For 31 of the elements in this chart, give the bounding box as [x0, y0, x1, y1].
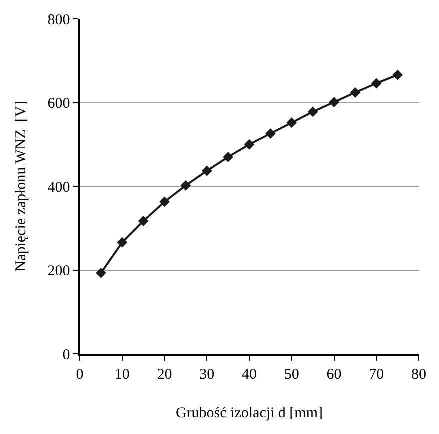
x-tick-label: 0: [76, 366, 84, 383]
point: [308, 106, 318, 118]
x-tick-label: 20: [157, 366, 172, 383]
x-axis-title: Grubość izolacji d [mm]: [176, 405, 324, 422]
point: [286, 118, 298, 128]
y-tick-label: 400: [48, 180, 70, 196]
y-axis-title: Napięcie zapłonu WNZ [V]: [14, 101, 30, 272]
x-tick-label: 40: [242, 366, 257, 383]
x-tick-label: 60: [326, 366, 342, 383]
point: [265, 128, 276, 139]
point: [202, 166, 212, 176]
point: [350, 88, 361, 98]
point: [371, 78, 382, 89]
x-tick-label: 10: [114, 366, 130, 383]
y-tick-label: 200: [48, 264, 70, 280]
x-tick-label: 50: [284, 366, 300, 383]
x-tick-label: 30: [200, 366, 215, 383]
point: [180, 180, 192, 191]
point: [96, 268, 106, 278]
x-tick-label: 80: [412, 366, 426, 383]
point: [223, 152, 234, 162]
x-tick-label: 70: [369, 366, 384, 383]
y-tick-label: 600: [48, 96, 70, 112]
y-tick-label: 0: [62, 347, 70, 364]
point: [138, 216, 149, 226]
point: [244, 139, 255, 150]
point: [329, 97, 340, 108]
y-tick-label: 800: [48, 12, 70, 28]
point: [392, 70, 404, 80]
point: [117, 237, 128, 248]
point: [160, 196, 170, 208]
